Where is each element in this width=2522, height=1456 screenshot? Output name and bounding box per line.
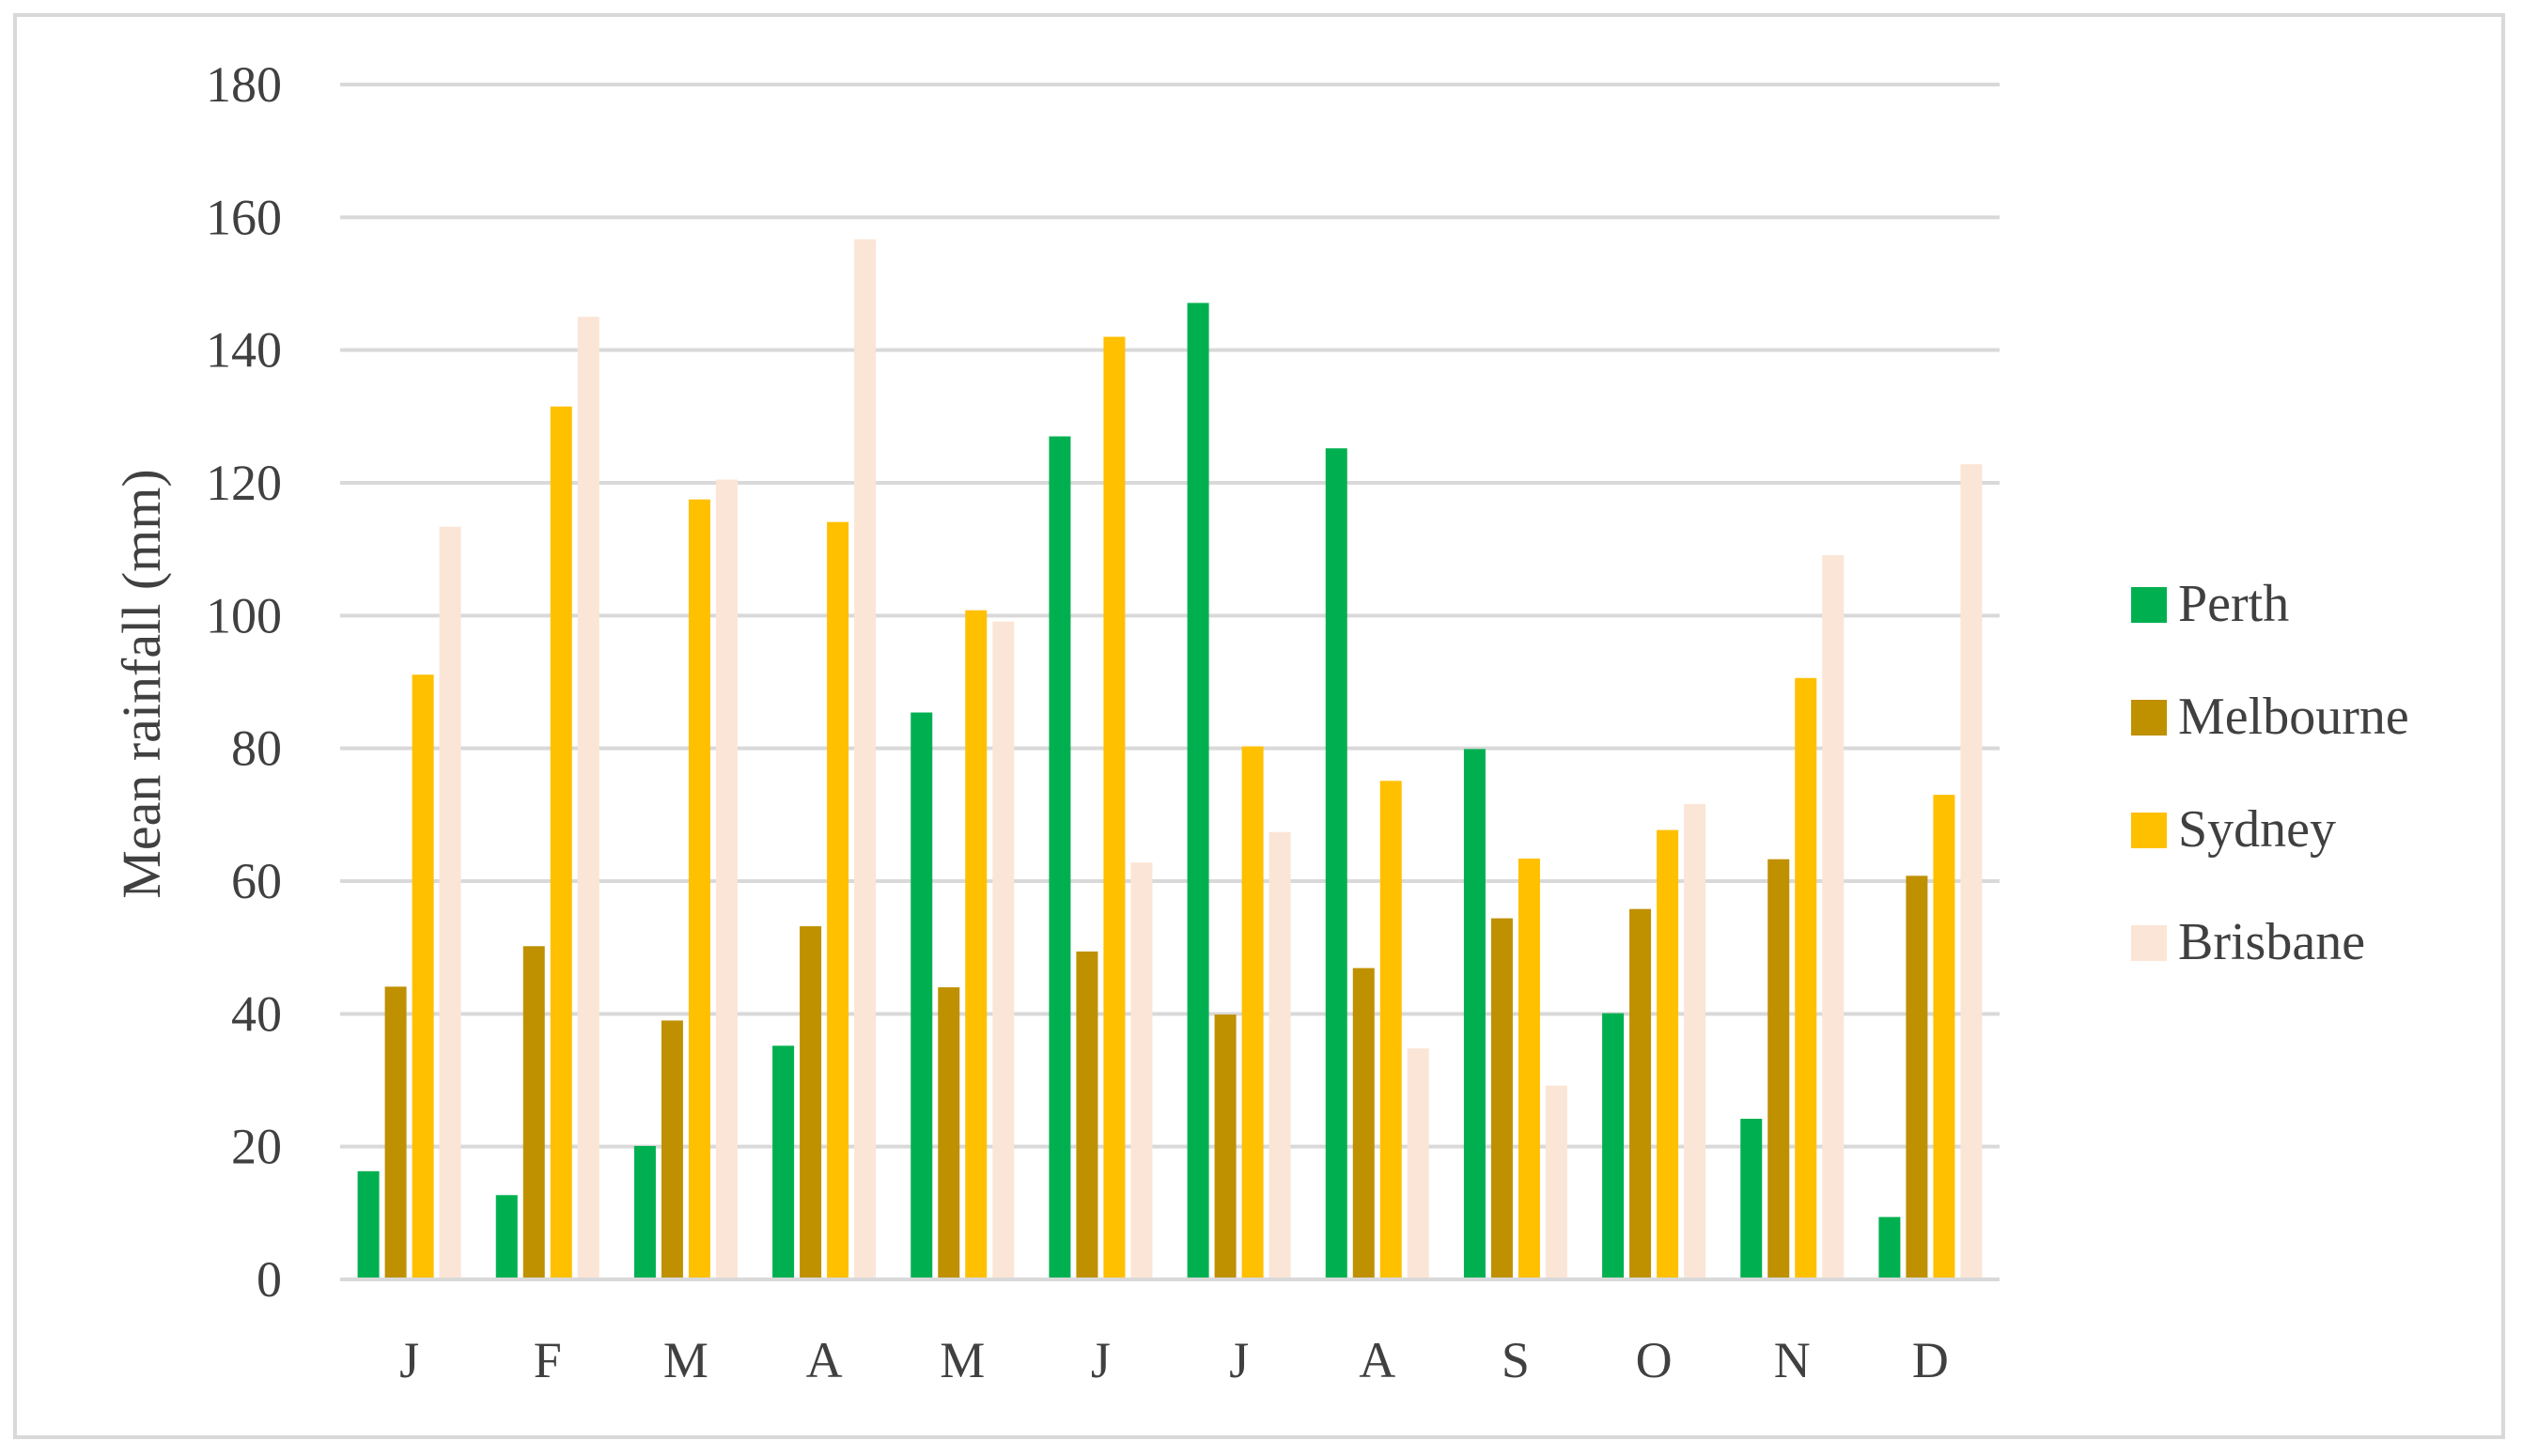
x-tick-label: J xyxy=(1091,1332,1111,1388)
bar-perth-11 xyxy=(1878,1216,1901,1279)
bar-brisbane-2 xyxy=(715,479,738,1279)
bar-brisbane-1 xyxy=(577,317,599,1279)
bar-melbourne-8 xyxy=(1490,918,1513,1279)
legend-label-perth: Perth xyxy=(2178,575,2289,633)
x-tick-label: A xyxy=(806,1332,843,1388)
bar-sydney-11 xyxy=(1933,795,1955,1279)
bar-melbourne-2 xyxy=(661,1020,683,1279)
bar-melbourne-6 xyxy=(1214,1015,1237,1279)
bar-sydney-0 xyxy=(412,674,434,1279)
bar-melbourne-5 xyxy=(1076,951,1098,1279)
legend-label-sydney: Sydney xyxy=(2178,800,2336,859)
bar-perth-0 xyxy=(357,1170,380,1279)
gridlines xyxy=(340,83,2000,1149)
bars xyxy=(357,239,1983,1280)
bar-perth-3 xyxy=(772,1046,795,1279)
bar-brisbane-11 xyxy=(1960,464,1983,1279)
y-tick-label: 60 xyxy=(231,853,282,909)
legend-swatch-perth xyxy=(2131,587,2167,623)
bar-melbourne-11 xyxy=(1906,875,1928,1279)
y-tick-label: 20 xyxy=(231,1119,282,1175)
legend: Perth Melbourne Sydney Brisbane xyxy=(2131,575,2409,971)
legend-swatch-melbourne xyxy=(2131,700,2167,736)
bar-sydney-2 xyxy=(688,499,710,1279)
x-tick-label: F xyxy=(534,1332,562,1388)
y-axis-ticks: 0 20 40 60 80 100 120 140 160 180 xyxy=(206,56,282,1308)
bar-melbourne-3 xyxy=(800,926,822,1279)
bar-perth-8 xyxy=(1463,749,1486,1279)
bar-sydney-10 xyxy=(1795,677,1817,1279)
bar-brisbane-6 xyxy=(1269,831,1291,1279)
legend-label-brisbane: Brisbane xyxy=(2178,913,2365,971)
bar-perth-5 xyxy=(1049,436,1071,1279)
x-tick-label: J xyxy=(399,1332,419,1388)
bar-brisbane-9 xyxy=(1684,804,1706,1279)
bar-perth-9 xyxy=(1602,1013,1625,1279)
bar-perth-2 xyxy=(633,1145,656,1279)
x-tick-label: M xyxy=(940,1332,985,1388)
x-tick-label: M xyxy=(663,1332,708,1388)
bar-melbourne-7 xyxy=(1352,968,1375,1279)
bar-sydney-4 xyxy=(965,610,988,1279)
legend-label-melbourne: Melbourne xyxy=(2178,688,2409,746)
y-tick-label: 80 xyxy=(231,720,282,777)
bar-melbourne-1 xyxy=(522,946,545,1279)
y-tick-label: 180 xyxy=(206,56,282,113)
bar-brisbane-7 xyxy=(1407,1048,1429,1279)
bar-sydney-5 xyxy=(1103,336,1126,1279)
bar-brisbane-8 xyxy=(1545,1085,1567,1279)
bar-sydney-9 xyxy=(1657,829,1679,1279)
x-tick-label: D xyxy=(1912,1332,1949,1388)
y-tick-label: 0 xyxy=(257,1251,282,1308)
bar-perth-6 xyxy=(1187,302,1209,1279)
bar-brisbane-3 xyxy=(854,239,877,1280)
y-tick-label: 160 xyxy=(206,189,282,245)
x-tick-label: S xyxy=(1502,1332,1530,1388)
x-tick-label: J xyxy=(1229,1332,1249,1388)
bar-sydney-6 xyxy=(1241,746,1264,1279)
bar-sydney-7 xyxy=(1379,781,1402,1279)
y-tick-label: 100 xyxy=(206,587,282,643)
bar-sydney-3 xyxy=(827,521,849,1279)
x-tick-label: A xyxy=(1359,1332,1395,1388)
bar-perth-7 xyxy=(1325,448,1347,1280)
bar-perth-1 xyxy=(495,1195,518,1279)
y-axis-title: Mean rainfall (mm) xyxy=(111,469,172,898)
bar-sydney-8 xyxy=(1518,858,1540,1279)
bar-melbourne-9 xyxy=(1629,908,1652,1279)
y-tick-label: 40 xyxy=(231,985,282,1042)
legend-swatch-sydney xyxy=(2131,813,2167,848)
x-tick-label: N xyxy=(1774,1332,1811,1388)
bar-melbourne-0 xyxy=(384,986,407,1279)
legend-swatch-brisbane xyxy=(2131,925,2167,961)
bar-perth-10 xyxy=(1740,1118,1763,1279)
bar-brisbane-10 xyxy=(1822,555,1845,1279)
y-tick-label: 140 xyxy=(206,322,282,379)
bar-brisbane-5 xyxy=(1130,862,1153,1279)
bar-melbourne-10 xyxy=(1767,859,1790,1279)
bar-brisbane-0 xyxy=(439,526,461,1279)
bar-melbourne-4 xyxy=(938,987,960,1279)
x-tick-label: O xyxy=(1636,1332,1673,1388)
y-tick-label: 120 xyxy=(206,455,282,511)
bar-sydney-1 xyxy=(550,406,572,1279)
bar-brisbane-4 xyxy=(992,621,1015,1279)
bar-perth-4 xyxy=(911,712,933,1279)
